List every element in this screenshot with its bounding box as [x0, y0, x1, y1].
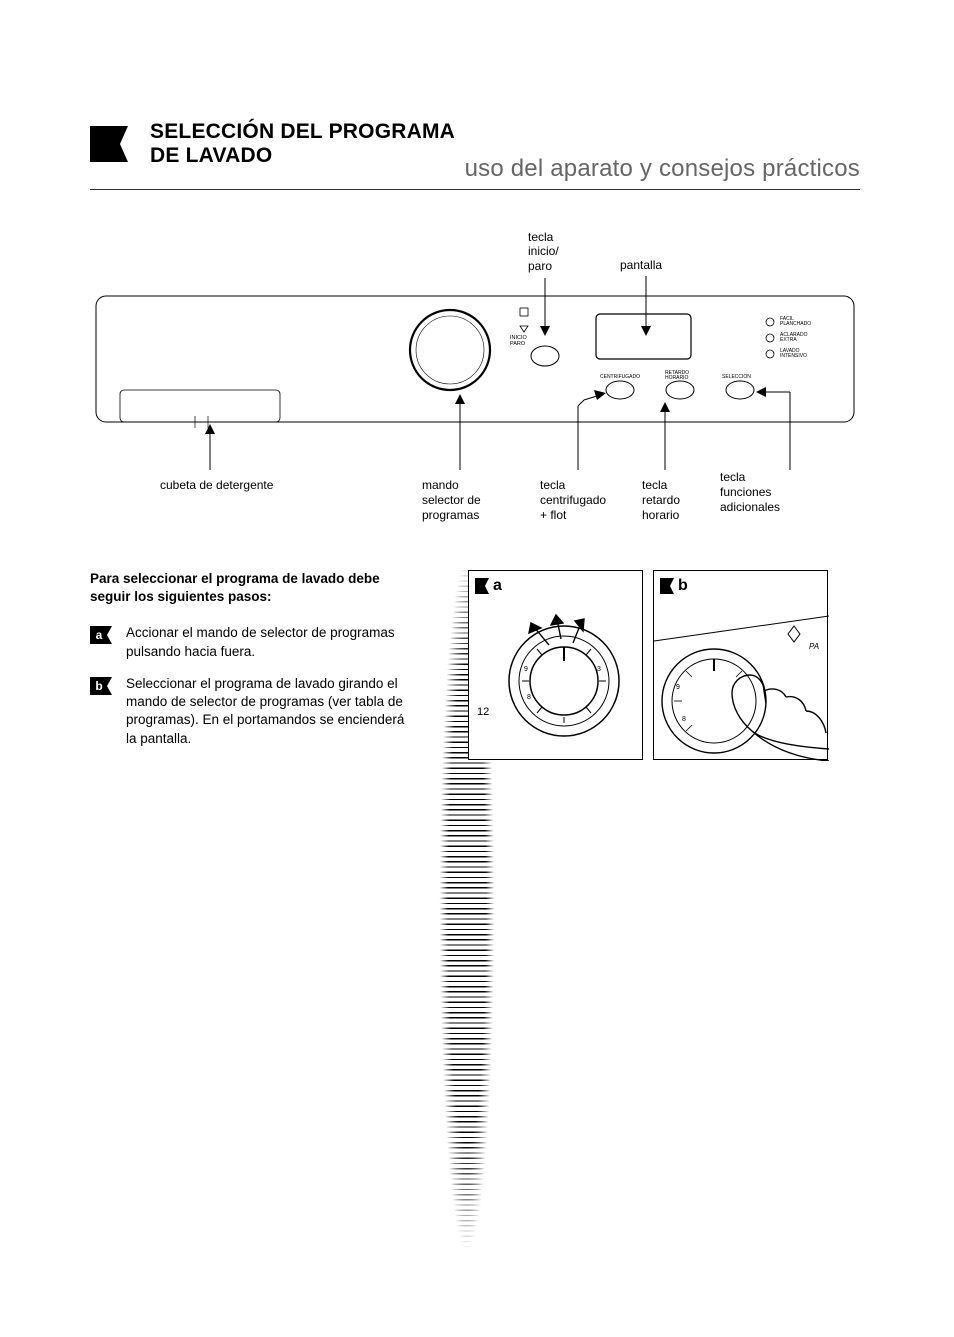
step-a-text: Accionar el mando de selector de program… — [126, 624, 410, 660]
body-section: Para seleccionar el programa de lavado d… — [90, 570, 860, 762]
dial-push-icon: 9 8 3 — [469, 571, 644, 761]
step-b: b Seleccionar el programa de lavado gira… — [90, 675, 410, 748]
page-header: 3 SELECCIÓN DEL PROGRAMA DE LAVADO uso d… — [90, 120, 860, 190]
svg-text:8: 8 — [682, 716, 686, 723]
panel-text-aclarado: ACLARADO EXTRA — [780, 333, 808, 343]
panel-text-inicio: INICIO PARO — [510, 336, 527, 347]
dial-turn-icon: PA 9 8 — [654, 571, 829, 761]
chapter-number: 3 — [108, 132, 120, 157]
svg-text:9: 9 — [524, 666, 528, 673]
illustration-a-tag: a — [475, 577, 502, 595]
svg-text:a: a — [96, 628, 103, 642]
page-number: 12 — [471, 706, 495, 718]
label-centrif: tecla centrifugado + flot — [540, 478, 606, 523]
svg-text:8: 8 — [527, 694, 531, 701]
label-cubeta: cubeta de detergente — [160, 478, 273, 493]
svg-text:3: 3 — [597, 666, 601, 673]
panel-text-facil: FACIL PLANCHADO — [780, 317, 811, 327]
step-a-badge: a — [90, 626, 116, 660]
illustration-a: a — [468, 570, 643, 760]
svg-text:PA: PA — [809, 642, 819, 651]
panel-text-seleccion: SELECCION — [722, 374, 751, 380]
section-title: uso del aparato y consejos prácticos — [465, 155, 860, 183]
illustration-b: b PA — [653, 570, 828, 760]
control-panel-diagram: tecla inicio/ paro pantalla — [90, 230, 860, 550]
step-b-text: Seleccionar el programa de lavado girand… — [126, 675, 410, 748]
panel-text-lavado: LAVADO INTENSIVO — [780, 349, 807, 359]
illustration-b-tag: b — [660, 577, 688, 595]
panel-text-retardo: RETARDO HORARIO — [665, 371, 689, 381]
step-b-badge: b — [90, 677, 116, 748]
instructions-column: Para seleccionar el programa de lavado d… — [90, 570, 410, 762]
panel-text-centrif: CENTRIFUGADO — [600, 374, 640, 380]
chapter-title: SELECCIÓN DEL PROGRAMA DE LAVADO — [150, 120, 455, 168]
svg-text:9: 9 — [676, 684, 680, 691]
svg-text:b: b — [95, 679, 102, 693]
label-mando: mando selector de programas — [422, 478, 481, 523]
instructions-intro: Para seleccionar el programa de lavado d… — [90, 570, 410, 606]
label-funciones: tecla funciones adicionales — [720, 470, 780, 515]
step-a: a Accionar el mando de selector de progr… — [90, 624, 410, 660]
chapter-badge: 3 — [90, 126, 136, 167]
label-retardo: tecla retardo horario — [642, 478, 680, 523]
illustrations-column: 12 a — [438, 570, 860, 762]
